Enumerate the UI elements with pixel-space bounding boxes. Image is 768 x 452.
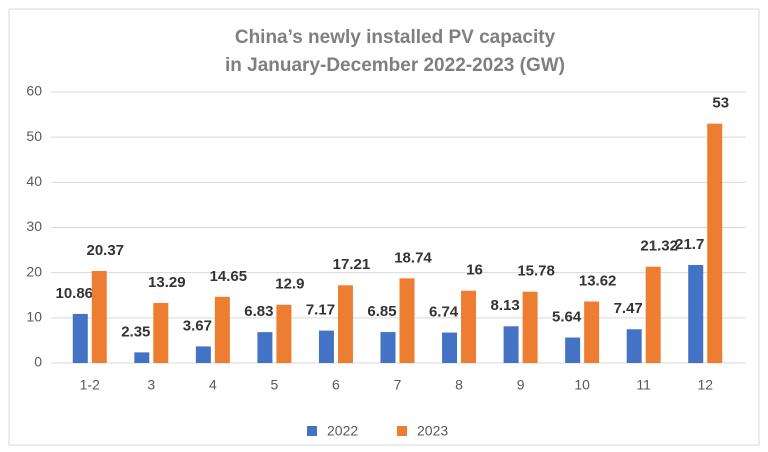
y-tick-label: 60 xyxy=(26,83,42,99)
bar xyxy=(461,290,477,363)
x-tick-label: 1-2 xyxy=(80,377,100,393)
legend-label: 2022 xyxy=(327,423,358,439)
bar xyxy=(257,332,273,363)
legend-swatch xyxy=(397,426,407,436)
x-tick-label: 3 xyxy=(147,377,155,393)
x-tick-label: 11 xyxy=(636,377,651,393)
value-label: 21.32 xyxy=(640,238,678,255)
bar xyxy=(72,313,88,363)
value-label: 6.83 xyxy=(244,303,273,320)
value-label: 15.78 xyxy=(517,263,555,280)
x-tick-label: 12 xyxy=(697,377,713,393)
bar xyxy=(399,278,415,363)
bar xyxy=(707,123,723,363)
value-label: 5.64 xyxy=(552,308,582,325)
bar xyxy=(276,304,292,363)
value-label: 6.74 xyxy=(429,304,459,321)
bar xyxy=(153,302,169,363)
y-tick-label: 10 xyxy=(26,309,42,325)
x-tick-label: 7 xyxy=(394,377,402,393)
bar xyxy=(522,291,538,363)
value-label: 10.86 xyxy=(55,285,93,302)
bar xyxy=(337,285,353,363)
x-tick-label: 8 xyxy=(455,377,463,393)
chart-title: China’s newly installed PV capacity xyxy=(235,27,556,48)
bar xyxy=(645,266,661,363)
value-label: 20.37 xyxy=(86,242,124,259)
bar xyxy=(503,326,519,363)
value-label: 7.17 xyxy=(306,302,335,319)
bar xyxy=(380,332,396,363)
legend-label: 2023 xyxy=(417,423,448,439)
value-label: 13.29 xyxy=(148,274,186,291)
bar xyxy=(91,270,107,363)
bar xyxy=(134,352,150,363)
value-label: 2.35 xyxy=(121,323,150,340)
bar xyxy=(442,332,458,363)
x-tick-label: 6 xyxy=(332,377,340,393)
value-label: 17.21 xyxy=(333,256,371,273)
value-label: 13.62 xyxy=(579,272,617,289)
x-tick-label: 5 xyxy=(271,377,279,393)
bar xyxy=(565,337,581,363)
legend-swatch xyxy=(307,426,317,436)
bar xyxy=(584,301,600,363)
y-tick-label: 20 xyxy=(26,263,42,279)
y-tick-label: 30 xyxy=(26,218,42,234)
value-label: 8.13 xyxy=(490,297,519,314)
value-label: 6.85 xyxy=(367,303,396,320)
value-label: 16 xyxy=(466,262,483,279)
value-label: 21.7 xyxy=(675,236,704,253)
chart-title: in January-December 2022-2023 (GW) xyxy=(225,55,565,76)
bar xyxy=(195,346,211,363)
x-tick-label: 4 xyxy=(209,377,217,393)
bar xyxy=(318,330,334,363)
value-label: 7.47 xyxy=(614,300,643,317)
bar xyxy=(688,264,704,363)
value-label: 53 xyxy=(712,95,729,112)
x-tick-label: 10 xyxy=(574,377,590,393)
x-tick-label: 9 xyxy=(517,377,525,393)
value-label: 12.9 xyxy=(275,276,304,293)
bar xyxy=(214,296,230,363)
y-tick-label: 0 xyxy=(34,354,42,370)
y-tick-label: 50 xyxy=(26,128,42,144)
value-label: 3.67 xyxy=(183,317,212,334)
value-label: 14.65 xyxy=(210,268,248,285)
value-label: 18.74 xyxy=(394,249,432,266)
bar xyxy=(626,329,642,363)
y-tick-label: 40 xyxy=(26,173,42,189)
